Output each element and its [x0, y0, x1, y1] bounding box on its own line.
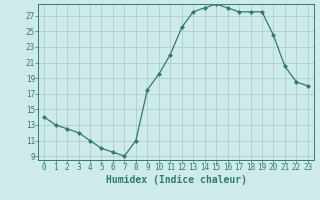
X-axis label: Humidex (Indice chaleur): Humidex (Indice chaleur) — [106, 175, 246, 185]
